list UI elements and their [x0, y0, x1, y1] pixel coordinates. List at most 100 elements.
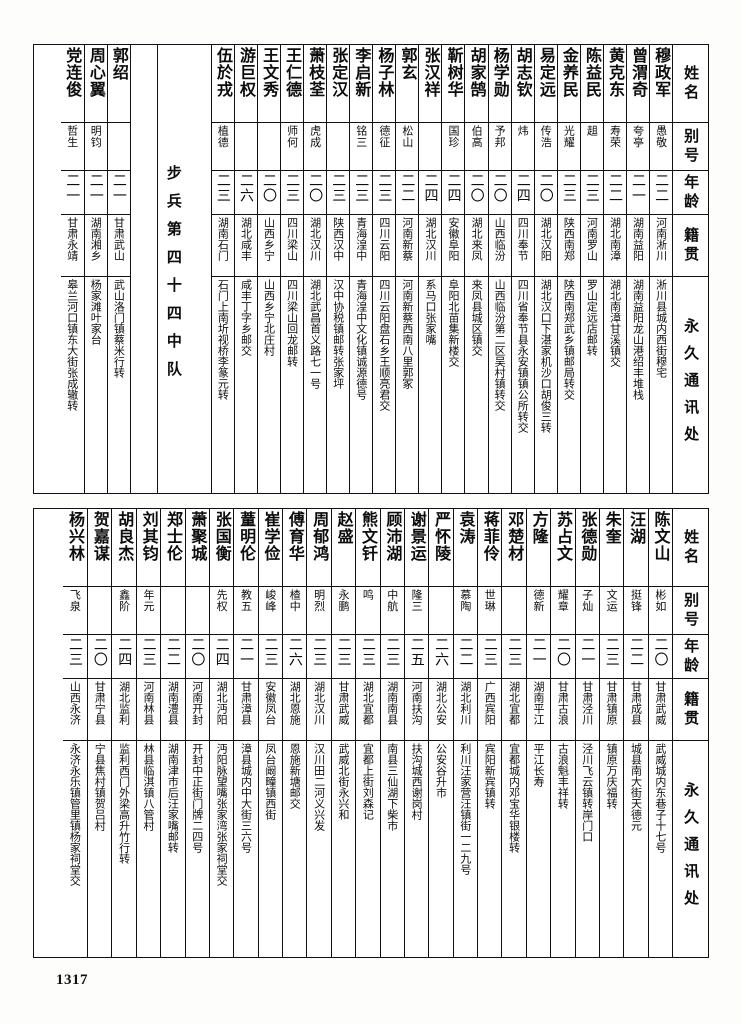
- roster-entry[interactable]: 崔学俭峻峰二三安徽凤台凤台阚疃镇西街: [258, 509, 282, 957]
- roster-entry[interactable]: 苏占文耀章二〇甘肃古浪古浪魁丰祥转: [550, 509, 574, 957]
- roster-entry[interactable]: 郭绍二一甘肃武山武山洛门镇蔡米行转: [107, 45, 130, 493]
- entry-address-text: 四川云阳盘石乡王顺亮君交: [379, 279, 390, 411]
- roster-entry[interactable]: 靳树华国珍二四安徽阜阳阜阳北苗集新楼交: [441, 45, 464, 493]
- roster-entry[interactable]: 郑士伦二二湖南澧县湖南津市后汪家嘴邮转: [160, 509, 184, 957]
- roster-entry[interactable]: 李启新铭三二三青海湟中青海湟中文化镇诚源德号: [349, 45, 372, 493]
- entry-hometown-text: 湖南平江: [533, 681, 544, 725]
- roster-entry[interactable]: 穆政军愚敬二二河南淅川淅川县城内西街穆宅: [649, 45, 672, 493]
- roster-entry[interactable]: 周心翼明钧二一湖南湘乡杨家滩叶家台: [84, 45, 107, 493]
- entry-address: 南县三仙湖下柴市: [381, 741, 404, 957]
- roster-entry[interactable]: 陈文山彬如二〇甘肃武威武威城内东巷子十七号: [648, 509, 672, 957]
- entry-age-text: 二一: [112, 173, 126, 203]
- roster-entry[interactable]: 萧枝荃虎成二〇湖北汉川湖北武昌首义路七一号: [303, 45, 326, 493]
- entry-address: 皋兰河口镇东大街张成辙转: [61, 277, 84, 493]
- roster-entry[interactable]: 张德勋子灿二一甘肃泾川泾川飞云镇转岸门口: [575, 509, 599, 957]
- entry-age: 二三: [259, 635, 282, 679]
- entry-name-text: 郑士伦: [165, 511, 181, 562]
- entry-name: 朱奎: [600, 509, 623, 587]
- roster-entry[interactable]: 易定远传浩二〇湖北汉阳湖北汉口下湛家机沙口胡俊三转: [534, 45, 557, 493]
- entry-age: 二四: [442, 171, 464, 215]
- entry-hometown-text: 甘肃漳县: [240, 681, 251, 725]
- roster-entry[interactable]: 游巨权二六湖北咸丰咸丰丁字乡邮交: [234, 45, 257, 493]
- roster-entry[interactable]: 刘其钧年元二三河南林县林县临淇镇八管村: [136, 509, 160, 957]
- roster-entry[interactable]: 赵盛永鹏二三甘肃武威武威北街永兴和: [331, 509, 355, 957]
- entry-hometown-text: 湖南澧县: [167, 681, 178, 725]
- entry-alias-text: 国珍: [448, 125, 459, 148]
- entry-age: 二二: [624, 635, 647, 679]
- roster-entry[interactable]: 顾沛湖中航二三湖南南县南县三仙湖下柴市: [380, 509, 404, 957]
- roster-entry[interactable]: 杨子林德征二三四川云阳四川云阳盘石乡王顺亮君交: [372, 45, 395, 493]
- roster-entry[interactable]: 杨学勋予邦二〇山西临汾山西临汾第二区吴村镇转交: [488, 45, 511, 493]
- roster-entry[interactable]: 杨兴林飞泉二三山西永济永济永乐镇管里镇杨家祠堂交: [63, 509, 87, 957]
- entry-hometown: 湖北沔阳: [210, 679, 233, 741]
- roster-entry[interactable]: 蕫明伦教五二一甘肃漳县漳县城内中大街三六号: [233, 509, 257, 957]
- entry-age-text: 二三: [483, 637, 497, 667]
- roster-entry[interactable]: 王仁德师何二三四川梁山四川梁山回龙邮转: [280, 45, 303, 493]
- roster-entry[interactable]: 方隆德新二一湖南平江平江长寿: [526, 509, 550, 957]
- entry-alias: 松山: [396, 123, 418, 171]
- entry-age-text: 二一: [65, 173, 79, 203]
- roster-entry[interactable]: 曾渭奇夸亭二一湖南益阳湖南益阳龙山港绍丰堆栈: [626, 45, 649, 493]
- roster-entry[interactable]: 萧聚城二〇河南开封开封中正街门牌二四号: [185, 509, 209, 957]
- roster-entry[interactable]: 党连俊哲生二一甘肃永靖皋兰河口镇东大街张成辙转: [61, 45, 84, 493]
- roster-entry[interactable]: 胡志钦炜二四四川奉节四川省奉节县永安镇镇公所转交: [511, 45, 534, 493]
- roster-entry[interactable]: 张国衡先权二四湖北沔阳沔阳脉望嘴张家湾张家祠堂交: [209, 509, 233, 957]
- entry-age-text: 二四: [515, 173, 529, 203]
- entry-age-text: 二三: [68, 637, 82, 667]
- roster-entry[interactable]: 周郁鸿明烈二三湖北汉川汉川田二河义兴发: [306, 509, 330, 957]
- entry-name-text: 顾沛湖: [384, 511, 400, 562]
- entry-age: 二一: [527, 635, 550, 679]
- roster-entry[interactable]: 陈益民趄二三河南罗山罗山定远店邮转: [580, 45, 603, 493]
- entry-hometown-text: 甘肃成县: [630, 681, 641, 725]
- roster-entry[interactable]: 贺嘉谋二〇甘肃宁县宁县焦村镇贺吕村: [87, 509, 111, 957]
- roster-entry[interactable]: 朱奎文运二三甘肃镇原镇原万庆福转: [599, 509, 623, 957]
- entry-age: 二三: [332, 635, 355, 679]
- header-cell-age-text: 年龄: [683, 638, 698, 676]
- entry-address-text: 凤台阚疃镇西街: [265, 743, 276, 820]
- roster-entry[interactable]: 郭玄松山二二河南新蔡河南新蔡西南八里郭冢: [395, 45, 418, 493]
- entry-age-text: 二四: [117, 637, 131, 667]
- entry-name-text: 党连俊: [64, 47, 80, 98]
- roster-entry[interactable]: 袁涛慕陶二二湖北利川利川汪家营汪镇街一二九号: [453, 509, 477, 957]
- entry-hometown-text: 甘肃永靖: [66, 217, 77, 261]
- header-cell-name-text: 姓名: [683, 65, 698, 103]
- roster-entry[interactable]: 金养民光耀二三陕西南郑陕西南郑武乡镇邮局转交: [557, 45, 580, 493]
- roster-entry[interactable]: 傅育华楂中二六湖北恩施恩施新塘邮交: [282, 509, 306, 957]
- roster-entry[interactable]: 胡良杰鑫阶二四湖北监利监利西门外梁高升竹行转: [111, 509, 135, 957]
- entry-address-text: 四川省奉节县永安镇镇公所转交: [517, 279, 528, 433]
- roster-entry[interactable]: 邓楚材二三湖北宜都宜都城内邓宝华银楼转: [501, 509, 525, 957]
- roster-entry[interactable]: 黄克东寿荣二二湖北南漳湖北南漳甘溪镇交: [603, 45, 626, 493]
- entry-hometown-text: 湖北汉川: [313, 681, 324, 725]
- entry-address-text: 汉川田二河义兴发: [313, 743, 324, 831]
- roster-entry[interactable]: 张定汉二三陕西汉中汉中协税镇邮转张家坪: [326, 45, 349, 493]
- entry-name: 袁涛: [454, 509, 477, 587]
- roster-entry[interactable]: 谢景运隆三二五河南扶沟扶沟城西谢岗村: [404, 509, 428, 957]
- roster-entry[interactable]: 张汉祥二四湖北汉川系马口张家嘴: [418, 45, 441, 493]
- entry-alias: 夸亭: [627, 123, 649, 171]
- entry-age-text: 二三: [604, 637, 618, 667]
- roster-entry[interactable]: 胡家鹄伯高二〇湖北来凤来凤县城区镇交: [464, 45, 487, 493]
- entry-age-text: 二六: [434, 637, 448, 667]
- entry-alias-text: 愚敬: [655, 125, 666, 148]
- entry-hometown: 湖北宜都: [356, 679, 379, 741]
- entry-name-text: 蒋菲伶: [482, 511, 498, 562]
- entry-hometown: 河南扶沟: [405, 679, 428, 741]
- entry-age-text: 二一: [89, 173, 103, 203]
- entry-name-text: 崔学俭: [262, 511, 278, 562]
- entry-hometown-text: 山西乡宁: [263, 217, 274, 261]
- roster-entry[interactable]: 伍於戎植德二三湖南石门石门上南圻视桥李篆元转: [211, 45, 234, 493]
- roster-entry[interactable]: 汪湖挺锋二二甘肃成县城县南大街天德元: [623, 509, 647, 957]
- entry-address-text: 河南新蔡西南八里郭冢: [402, 279, 413, 389]
- entry-alias-text: 夸亭: [632, 125, 643, 148]
- entry-hometown-text: 甘肃镇原: [606, 681, 617, 725]
- roster-entry[interactable]: 熊文钎鸣二三湖北宜都宜都上街刘森记: [355, 509, 379, 957]
- entry-hometown: 湖北宜都: [502, 679, 525, 741]
- roster-entry[interactable]: 王文秀二〇山西乡宁山西乡宁北庄村: [257, 45, 280, 493]
- entry-name: 顾沛湖: [381, 509, 404, 587]
- entry-name-text: 苏占文: [555, 511, 571, 562]
- entry-age-text: 二四: [446, 173, 460, 203]
- entry-alias-text: 光耀: [563, 125, 574, 148]
- entry-hometown: 甘肃永靖: [61, 215, 84, 277]
- roster-entry[interactable]: 严怀陵二六湖北公安公安谷升市: [428, 509, 452, 957]
- roster-entry[interactable]: 蒋菲伶世琳二三广西宾阳宾阳新宾镇转: [477, 509, 501, 957]
